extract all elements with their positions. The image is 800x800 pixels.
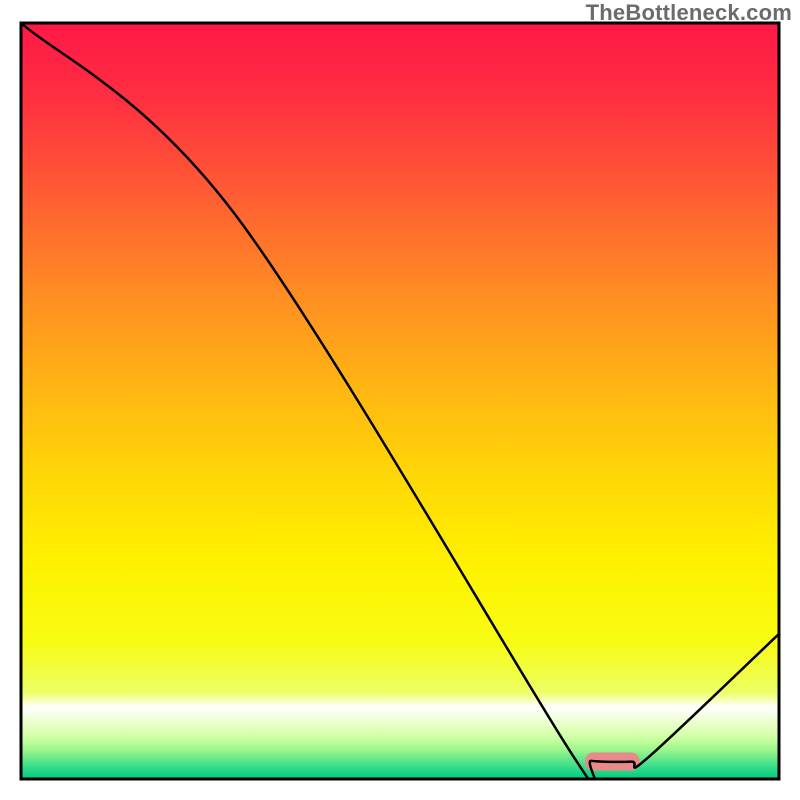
bottleneck-chart <box>0 0 800 800</box>
gradient-background <box>21 23 779 779</box>
